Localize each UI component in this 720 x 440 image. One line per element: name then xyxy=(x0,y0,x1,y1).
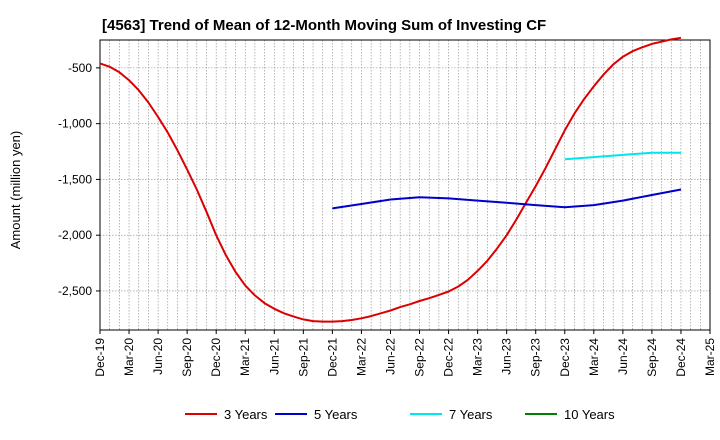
x-tick-label: Sep-23 xyxy=(529,338,543,377)
x-axis: Dec-19 Mar-20 Jun-20 Sep-20 Dec-20 Mar-21 Jun-… xyxy=(93,330,717,377)
series-lines xyxy=(99,36,682,323)
series-line-3-years xyxy=(99,36,682,323)
x-tick-label: Mar-23 xyxy=(471,338,485,376)
x-tick-label: Dec-19 xyxy=(93,338,107,377)
x-tick-label: Sep-20 xyxy=(180,338,194,377)
x-tick-label: Sep-24 xyxy=(645,338,659,377)
legend-label: 7 Years xyxy=(449,407,493,422)
grid xyxy=(100,40,710,330)
x-tick-label: Jun-22 xyxy=(383,338,397,375)
x-tick-label: Sep-21 xyxy=(296,338,310,377)
x-tick-label: Jun-23 xyxy=(500,338,514,375)
y-tick-label: -2,000 xyxy=(58,228,92,242)
x-tick-label: Mar-24 xyxy=(587,338,601,376)
x-tick-label: Dec-23 xyxy=(558,338,572,377)
x-tick-label: Mar-25 xyxy=(703,338,717,376)
y-tick-label: -2,500 xyxy=(58,284,92,298)
chart-title: [4563] Trend of Mean of 12-Month Moving … xyxy=(102,17,546,34)
x-tick-label: Dec-22 xyxy=(442,338,456,377)
x-tick-label: Dec-21 xyxy=(325,338,339,377)
x-tick-label: Dec-24 xyxy=(674,338,688,377)
legend: 3 Years 5 Years 7 Years 10 Years xyxy=(185,407,615,422)
x-tick-label: Sep-22 xyxy=(413,338,427,377)
x-tick-label: Jun-21 xyxy=(267,338,281,375)
y-tick-label: -1,000 xyxy=(58,117,92,131)
y-axis-label: Amount (million yen) xyxy=(8,131,23,250)
x-tick-label: Mar-20 xyxy=(122,338,136,376)
series-line-5-years xyxy=(332,188,682,210)
plot-frame xyxy=(99,39,711,331)
x-tick-label: Mar-21 xyxy=(238,338,252,376)
x-tick-label: Jun-24 xyxy=(616,338,630,375)
x-tick-label: Dec-20 xyxy=(209,338,223,377)
y-tick-label: -500 xyxy=(68,61,92,75)
x-tick-label: Jun-20 xyxy=(151,338,165,375)
y-axis: -500 -1,000 -1,500 -2,000 -2,500 xyxy=(58,61,100,298)
legend-label: 5 Years xyxy=(314,407,358,422)
legend-label: 3 Years xyxy=(224,407,268,422)
x-tick-label: Mar-22 xyxy=(354,338,368,376)
series-line-7-years xyxy=(564,151,681,161)
y-tick-label: -1,500 xyxy=(58,172,92,186)
legend-label: 10 Years xyxy=(564,407,615,422)
